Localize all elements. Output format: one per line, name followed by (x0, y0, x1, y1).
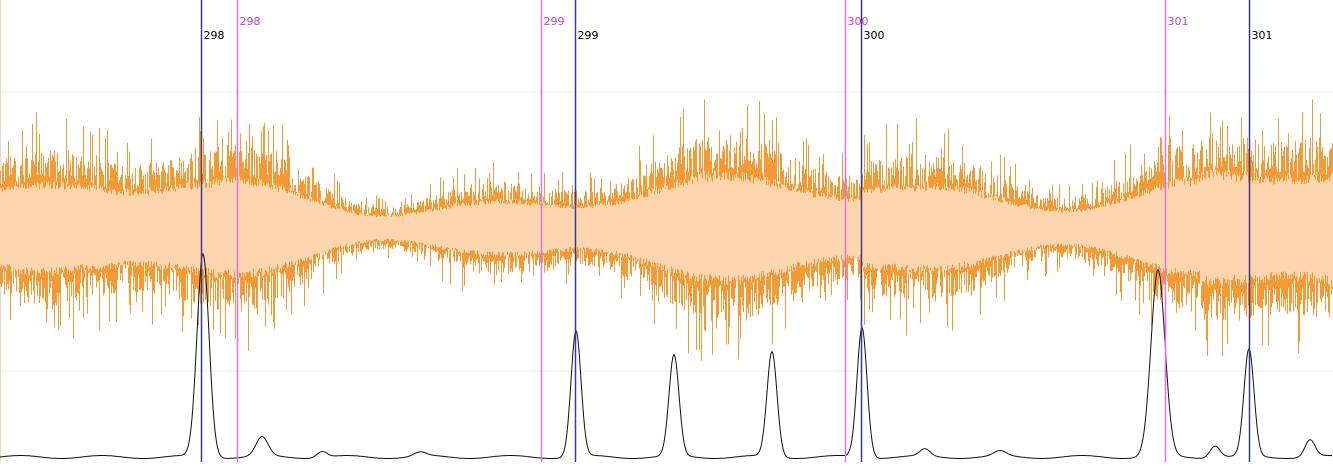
marker-label: 298 (204, 29, 225, 42)
marker-label: 299 (578, 29, 599, 42)
onset-line (0, 252, 1332, 459)
marker-label: 300 (848, 15, 869, 28)
marker-label: 300 (864, 29, 885, 42)
marker-label: 301 (1252, 29, 1273, 42)
onset-curve (0, 252, 1332, 459)
marker-label: 298 (240, 15, 261, 28)
waveform-rms (0, 169, 1333, 288)
marker-label: 299 (544, 15, 565, 28)
markers: 298 299 300 301 298 299 300 301 (200, 0, 1273, 462)
waveform (0, 99, 1333, 361)
marker-label: 301 (1168, 15, 1189, 28)
